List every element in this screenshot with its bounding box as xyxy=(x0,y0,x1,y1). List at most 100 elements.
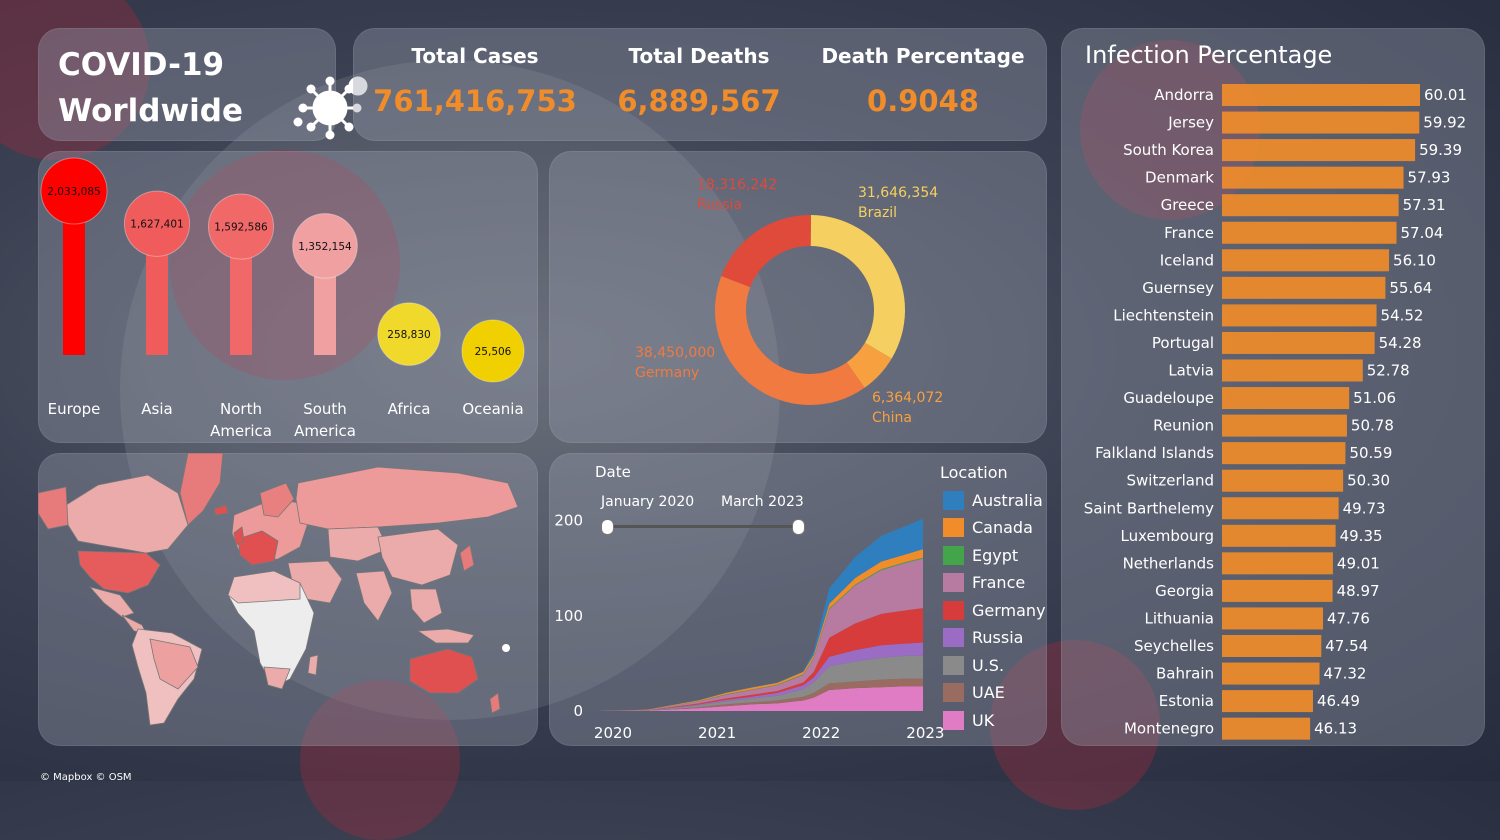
continent-bubble[interactable] xyxy=(461,319,525,383)
infection-bar[interactable] xyxy=(1222,221,1397,244)
donut-chart-panel: 31,646,354 Brazil 6,364,072 China 38,450,000… xyxy=(549,151,1047,443)
infection-bar[interactable] xyxy=(1222,111,1420,134)
date-range-slider[interactable] xyxy=(606,525,798,528)
legend-title: Location xyxy=(940,463,1008,482)
kpi-total-cases: Total Cases 761,416,753 xyxy=(360,28,590,118)
area-series[interactable] xyxy=(595,558,923,711)
infection-bar[interactable] xyxy=(1222,635,1322,657)
area-series[interactable] xyxy=(595,678,923,711)
map-uk xyxy=(233,526,245,546)
world-map-panel[interactable] xyxy=(38,453,538,746)
continent-label: Oceania xyxy=(462,400,523,418)
infection-bar[interactable] xyxy=(1222,552,1333,575)
title-line-1: COVID-19 xyxy=(58,47,225,83)
bar-category-label: Saint Barthelemy xyxy=(1084,499,1214,517)
infection-bar[interactable] xyxy=(1222,194,1399,217)
continent-bubble[interactable] xyxy=(123,190,191,257)
continent-stem[interactable] xyxy=(230,226,252,355)
map-alaska xyxy=(38,486,69,530)
map-marker xyxy=(502,644,510,652)
y-tick-label: 200 xyxy=(554,512,583,530)
background-globe xyxy=(120,60,780,720)
infection-bar[interactable] xyxy=(1222,331,1375,354)
date-slider-start-handle[interactable] xyxy=(601,519,614,535)
area-series[interactable] xyxy=(595,642,923,711)
area-series[interactable] xyxy=(595,655,923,711)
continent-value-label: 1,627,401 xyxy=(130,219,183,231)
chart-title: Infection Percentage xyxy=(1085,41,1333,69)
legend-swatch xyxy=(943,518,964,537)
bar-category-label: Netherlands xyxy=(1123,554,1215,572)
legend-label: U.S. xyxy=(972,655,1005,675)
donut-slice[interactable] xyxy=(715,275,865,405)
legend-label: France xyxy=(972,573,1026,592)
donut-slice[interactable] xyxy=(810,215,905,359)
bar-category-label: Greece xyxy=(1161,196,1214,214)
infection-bar[interactable] xyxy=(1222,690,1313,713)
bar-value-label: 46.13 xyxy=(1314,720,1357,738)
kpi-label: Death Percentage xyxy=(821,44,1025,68)
infection-bar[interactable] xyxy=(1222,249,1390,272)
bar-category-label: Reunion xyxy=(1153,417,1214,435)
donut-slice[interactable] xyxy=(721,215,811,288)
legend-item[interactable]: U.S. xyxy=(943,654,1004,676)
infection-bar[interactable] xyxy=(1222,276,1386,299)
infection-bar[interactable] xyxy=(1222,717,1311,740)
continent-bubble[interactable] xyxy=(377,302,441,366)
map-russia xyxy=(295,466,519,530)
continent-bubble[interactable] xyxy=(207,193,275,260)
legend-item[interactable]: Germany xyxy=(943,599,1046,621)
continent-stem[interactable] xyxy=(146,223,168,355)
donut-slice-label: 18,316,242 Russia xyxy=(697,177,777,213)
x-tick-label: 2022 xyxy=(802,724,840,742)
bar-category-label: Guernsey xyxy=(1142,279,1214,297)
date-slider-end-handle[interactable] xyxy=(792,519,805,535)
cases-over-time-panel: 0 100 200 2020 2021 2022 2023 Date January 202… xyxy=(549,453,1047,746)
bar-category-label: Luxembourg xyxy=(1121,527,1215,545)
legend-item[interactable]: UAE xyxy=(943,682,1005,704)
bar-value-label: 50.59 xyxy=(1349,444,1392,462)
continent-value-label: 1,592,586 xyxy=(214,222,268,234)
infection-bar[interactable] xyxy=(1222,359,1363,382)
infection-bar[interactable] xyxy=(1222,442,1346,465)
legend-swatch xyxy=(943,683,964,702)
donut-slice[interactable] xyxy=(846,342,892,388)
infection-bar[interactable] xyxy=(1222,414,1347,437)
area-series[interactable] xyxy=(595,686,923,711)
bar-category-label: Bahrain xyxy=(1156,665,1214,683)
continent-label: Africa xyxy=(388,400,431,418)
legend-item[interactable]: Russia xyxy=(943,627,1023,649)
legend-item[interactable]: UK xyxy=(943,709,994,731)
area-series[interactable] xyxy=(595,549,923,711)
continent-chart-panel: 2,033,085 Europe 1,627,401 Asia 1,592,586 Nor… xyxy=(38,151,538,443)
continent-value-label: 1,352,154 xyxy=(298,241,352,253)
stacked-area-chart: 0 100 200 2020 2021 2022 2023 xyxy=(554,512,944,742)
infection-bar[interactable] xyxy=(1222,662,1320,685)
infection-bar[interactable] xyxy=(1222,84,1420,106)
continent-bubble[interactable] xyxy=(292,213,358,279)
bar-value-label: 54.28 xyxy=(1379,334,1422,352)
infection-bar[interactable] xyxy=(1222,469,1344,492)
infection-bar[interactable] xyxy=(1222,607,1324,630)
legend-item[interactable]: Canada xyxy=(943,517,1033,539)
title-panel: COVID-19 Worldwide xyxy=(38,28,368,141)
continent-stem[interactable] xyxy=(63,191,85,355)
legend-item[interactable]: Australia xyxy=(943,489,1043,511)
area-series[interactable] xyxy=(595,608,923,711)
legend-item[interactable]: Egypt xyxy=(943,544,1018,566)
bar-value-label: 46.49 xyxy=(1317,692,1360,710)
infection-bar[interactable] xyxy=(1222,304,1377,327)
infection-bar[interactable] xyxy=(1222,579,1333,602)
area-series[interactable] xyxy=(595,518,923,711)
world-map[interactable] xyxy=(38,453,538,746)
y-tick-label: 0 xyxy=(573,702,583,720)
infection-bar[interactable] xyxy=(1222,166,1404,189)
map-indonesia xyxy=(416,628,475,644)
infection-bar[interactable] xyxy=(1222,139,1416,162)
legend-item[interactable]: France xyxy=(943,572,1025,594)
infection-bar[interactable] xyxy=(1222,524,1336,547)
continent-bubble[interactable] xyxy=(40,157,108,225)
infection-bar[interactable] xyxy=(1222,497,1339,520)
infection-bar[interactable] xyxy=(1222,387,1350,410)
legend-label: Australia xyxy=(972,490,1043,510)
